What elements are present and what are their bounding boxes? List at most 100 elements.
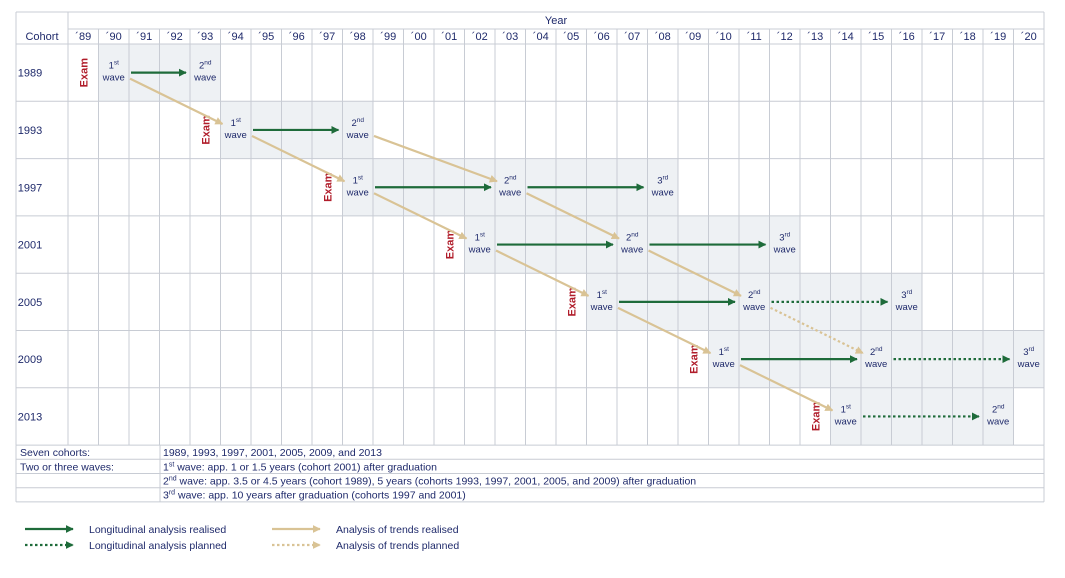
- note-superscript: st: [169, 461, 175, 468]
- year-tick-label: ´15: [868, 31, 884, 43]
- year-tick-label: ´03: [502, 31, 518, 43]
- note-superscript: rd: [169, 490, 175, 497]
- exam-label: Exam: [322, 172, 334, 202]
- year-header: Year: [545, 15, 568, 27]
- year-tick-label: ´09: [685, 31, 701, 43]
- legend-label: Longitudinal analysis realised: [89, 524, 226, 536]
- year-tick-label: ´18: [960, 31, 976, 43]
- exam-label: Exam: [444, 230, 456, 260]
- year-tick-label: ´20: [1021, 31, 1037, 43]
- wave-ordinal: 3rd: [779, 232, 790, 244]
- note-text-part: wave: app. 1 or 1.5 years (cohort 2001) …: [174, 461, 437, 473]
- note-text: 2nd wave: app. 3.5 or 4.5 years (cohort …: [163, 476, 696, 488]
- wave-word: wave: [651, 187, 674, 198]
- wave-ordinal-suffix: st: [846, 403, 851, 410]
- wave-ordinal-suffix: st: [724, 346, 729, 353]
- wave-word: wave: [1017, 359, 1040, 370]
- trend-realised-arrow: [617, 306, 712, 355]
- wave-word: wave: [498, 187, 521, 198]
- trend-realised-arrow: [373, 134, 498, 183]
- trend-planned-arrow: [770, 306, 864, 355]
- trend-realised-arrow: [648, 249, 742, 297]
- note-text: 1st wave: app. 1 or 1.5 years (cohort 20…: [163, 461, 437, 473]
- year-tick-label: ´13: [807, 31, 823, 43]
- wave-ordinal-suffix: nd: [204, 60, 212, 67]
- wave-ordinal: 1st: [475, 232, 486, 244]
- wave-word: wave: [590, 302, 613, 313]
- cohort-label: 2009: [18, 354, 42, 366]
- wave-ordinal-suffix: nd: [509, 174, 517, 181]
- note-text-part: 1989, 1993, 1997, 2001, 2005, 2009, and …: [163, 447, 382, 459]
- wave-word: wave: [986, 416, 1009, 427]
- year-tick-label: ´17: [929, 31, 945, 43]
- note-text-part: wave: app. 3.5 or 4.5 years (cohort 1989…: [177, 476, 697, 488]
- wave-ordinal-suffix: nd: [357, 117, 365, 124]
- cohort-label: 1993: [18, 125, 42, 137]
- wave-word: wave: [468, 245, 491, 256]
- wave-word: wave: [346, 187, 369, 198]
- year-tick-label: ´96: [289, 31, 305, 43]
- wave-ordinal: 1st: [841, 403, 852, 415]
- wave-ordinal-suffix: rd: [785, 232, 791, 239]
- year-tick-label: ´90: [106, 31, 122, 43]
- wave-ordinal-suffix: st: [114, 60, 119, 67]
- exam-label: Exam: [810, 402, 822, 432]
- year-tick-label: ´04: [533, 31, 549, 43]
- wave-ordinal-suffix: nd: [753, 289, 761, 296]
- wave-word: wave: [193, 73, 216, 84]
- note-text-part: 3: [163, 490, 169, 502]
- trend-realised-arrow: [739, 364, 834, 412]
- note-superscript: nd: [169, 476, 177, 483]
- year-tick-label: ´97: [319, 31, 335, 43]
- exam-label: Exam: [200, 115, 212, 145]
- cohort-label: 2013: [18, 411, 42, 423]
- wave-ordinal-suffix: nd: [997, 403, 1005, 410]
- cohort-header: Cohort: [25, 31, 58, 43]
- note-text-part: 2: [163, 476, 169, 488]
- note-label: Seven cohorts:: [20, 447, 90, 459]
- trend-realised-arrow: [495, 249, 590, 297]
- wave-ordinal: 1st: [353, 174, 364, 186]
- year-tick-label: ´91: [136, 31, 152, 43]
- wave-word: wave: [346, 130, 369, 141]
- year-tick-label: ´98: [350, 31, 366, 43]
- year-tick-label: ´07: [624, 31, 640, 43]
- wave-ordinal-suffix: rd: [907, 289, 913, 296]
- year-tick-label: ´01: [441, 31, 457, 43]
- year-tick-label: ´05: [563, 31, 579, 43]
- year-tick-label: ´00: [411, 31, 427, 43]
- cohort-label: 2005: [18, 297, 42, 309]
- wave-word: wave: [712, 359, 735, 370]
- wave-word: wave: [864, 359, 887, 370]
- year-tick-label: ´19: [990, 31, 1006, 43]
- exam-label: Exam: [78, 58, 90, 88]
- year-tick-label: ´93: [197, 31, 213, 43]
- wave-word: wave: [834, 416, 857, 427]
- wave-ordinal-suffix: rd: [663, 174, 669, 181]
- note-label: Two or three waves:: [20, 461, 114, 473]
- year-tick-label: ´11: [747, 31, 762, 43]
- wave-ordinal-suffix: st: [358, 174, 363, 181]
- wave-word: wave: [773, 245, 796, 256]
- note-text-part: 1: [163, 461, 169, 473]
- wave-word: wave: [742, 302, 765, 313]
- trend-realised-arrow: [251, 134, 346, 183]
- wave-ordinal: 1st: [719, 346, 730, 358]
- exam-label: Exam: [688, 344, 700, 374]
- year-tick-label: ´12: [777, 31, 793, 43]
- wave-ordinal: 3rd: [1023, 346, 1034, 358]
- note-text: 1989, 1993, 1997, 2001, 2005, 2009, and …: [163, 447, 382, 459]
- year-tick-label: ´89: [75, 31, 91, 43]
- legend-label: Longitudinal analysis planned: [89, 540, 227, 552]
- trend-realised-arrow: [526, 192, 620, 240]
- legend-label: Analysis of trends realised: [336, 524, 459, 536]
- year-tick-label: ´99: [380, 31, 396, 43]
- wave-ordinal-suffix: st: [602, 289, 607, 296]
- cohort-label: 1997: [18, 182, 42, 194]
- wave-word: wave: [620, 245, 643, 256]
- wave-ordinal-suffix: st: [480, 232, 485, 239]
- wave-ordinal: 3rd: [657, 174, 668, 186]
- wave-ordinal: 1st: [231, 117, 242, 129]
- wave-ordinal: 1st: [597, 289, 608, 301]
